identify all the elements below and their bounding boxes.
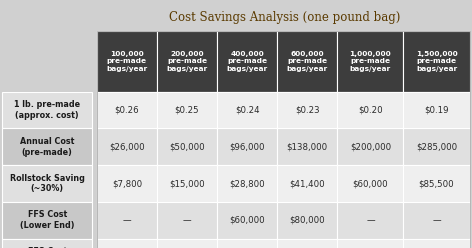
Bar <box>97 202 157 239</box>
Text: 400,000
pre-made
bags/year: 400,000 pre-made bags/year <box>227 51 268 72</box>
Text: $26,000: $26,000 <box>109 142 144 151</box>
Bar <box>404 92 470 128</box>
Bar <box>157 31 217 92</box>
Bar <box>157 165 217 202</box>
Bar <box>217 239 277 248</box>
Bar <box>97 165 157 202</box>
Bar <box>277 165 337 202</box>
Text: 200,000
pre-made
bags/year: 200,000 pre-made bags/year <box>166 51 208 72</box>
Text: —: — <box>432 216 441 225</box>
Text: $80,000: $80,000 <box>289 216 325 225</box>
Text: $15,000: $15,000 <box>169 179 205 188</box>
Text: 1,000,000
pre-made
bags/year: 1,000,000 pre-made bags/year <box>350 51 391 72</box>
Text: $0.23: $0.23 <box>295 106 320 115</box>
Bar <box>157 202 217 239</box>
Text: $0.20: $0.20 <box>358 106 383 115</box>
Text: $85,500: $85,500 <box>419 179 455 188</box>
Text: $0.25: $0.25 <box>175 106 199 115</box>
Bar <box>404 128 470 165</box>
Bar <box>2 239 92 248</box>
Text: $41,400: $41,400 <box>289 179 325 188</box>
Bar <box>217 128 277 165</box>
Bar <box>277 128 337 165</box>
Bar <box>404 239 470 248</box>
Text: 1 lb. pre-made
(approx. cost): 1 lb. pre-made (approx. cost) <box>14 100 80 120</box>
Text: Annual Cost
(pre-made): Annual Cost (pre-made) <box>20 137 75 157</box>
Bar <box>217 92 277 128</box>
Bar <box>337 92 404 128</box>
Text: $50,000: $50,000 <box>169 142 205 151</box>
Bar <box>157 239 217 248</box>
Text: Cost Savings Analysis (one pound bag): Cost Savings Analysis (one pound bag) <box>169 11 400 24</box>
Bar <box>217 31 277 92</box>
Bar <box>337 202 404 239</box>
Bar <box>2 92 92 128</box>
Bar <box>277 31 337 92</box>
Text: —: — <box>123 216 131 225</box>
Text: FFS Cost
(Lower End): FFS Cost (Lower End) <box>20 210 75 230</box>
Text: $0.19: $0.19 <box>424 106 449 115</box>
Bar <box>97 92 157 128</box>
Bar <box>217 165 277 202</box>
Bar <box>404 165 470 202</box>
Bar <box>337 128 404 165</box>
Text: $28,800: $28,800 <box>229 179 265 188</box>
Text: 600,000
pre-made
bags/year: 600,000 pre-made bags/year <box>287 51 328 72</box>
Text: $138,000: $138,000 <box>287 142 328 151</box>
Bar <box>97 31 157 92</box>
Bar <box>404 31 470 92</box>
Bar <box>157 128 217 165</box>
Text: $7,800: $7,800 <box>112 179 142 188</box>
Text: Rollstock Saving
(~30%): Rollstock Saving (~30%) <box>10 174 84 193</box>
Bar <box>2 31 92 92</box>
Bar <box>97 31 470 248</box>
Text: $60,000: $60,000 <box>353 179 388 188</box>
Text: $96,000: $96,000 <box>229 142 265 151</box>
Text: 1,500,000
pre-made
bags/year: 1,500,000 pre-made bags/year <box>416 51 457 72</box>
Bar <box>97 239 157 248</box>
Bar <box>2 165 92 202</box>
Text: 100,000
pre-made
bags/year: 100,000 pre-made bags/year <box>106 51 147 72</box>
Bar <box>277 202 337 239</box>
Bar <box>2 128 92 165</box>
Bar <box>277 239 337 248</box>
Text: $200,000: $200,000 <box>350 142 391 151</box>
Text: $0.24: $0.24 <box>235 106 260 115</box>
Bar <box>217 202 277 239</box>
Bar <box>97 128 157 165</box>
Bar <box>157 92 217 128</box>
Text: $0.26: $0.26 <box>115 106 139 115</box>
Text: $60,000: $60,000 <box>229 216 265 225</box>
Bar <box>337 239 404 248</box>
Text: FFS Cost
(Higher End): FFS Cost (Higher End) <box>18 247 76 248</box>
Text: $285,000: $285,000 <box>416 142 457 151</box>
Bar <box>277 92 337 128</box>
Text: —: — <box>183 216 191 225</box>
Bar <box>404 202 470 239</box>
Text: —: — <box>366 216 375 225</box>
Bar <box>337 165 404 202</box>
Bar <box>2 202 92 239</box>
Bar <box>337 31 404 92</box>
